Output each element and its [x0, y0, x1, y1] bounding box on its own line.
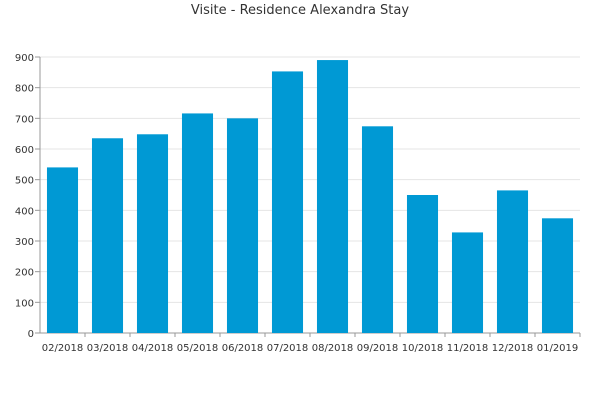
bar — [541, 218, 574, 333]
x-tick-label: 05/2018 — [177, 343, 219, 354]
y-tick-label: 400 — [15, 206, 34, 217]
x-tick-label: 10/2018 — [402, 343, 444, 354]
y-tick-label: 700 — [15, 114, 34, 125]
y-tick-label: 0 — [28, 329, 34, 340]
x-tick-label: 06/2018 — [222, 343, 264, 354]
y-tick-label: 900 — [15, 53, 34, 64]
bar — [496, 190, 529, 333]
bar — [316, 60, 349, 334]
bar — [91, 138, 124, 333]
y-tick-label: 100 — [15, 298, 34, 309]
y-tick-label: 600 — [15, 145, 34, 156]
x-tick-label: 11/2018 — [447, 343, 489, 354]
x-tick-label: 04/2018 — [132, 343, 174, 354]
bar — [271, 71, 304, 333]
y-tick-label: 500 — [15, 176, 34, 187]
y-tick-label: 300 — [15, 237, 34, 248]
bar — [361, 126, 394, 333]
bar — [451, 232, 484, 333]
x-tick-label: 07/2018 — [267, 343, 309, 354]
bar — [406, 195, 439, 333]
x-tick-label: 09/2018 — [357, 343, 399, 354]
x-tick-label: 03/2018 — [87, 343, 129, 354]
bar — [46, 167, 79, 333]
x-tick-label: 01/2019 — [537, 343, 579, 354]
bar — [136, 134, 169, 333]
bar — [181, 113, 214, 333]
y-tick-label: 200 — [15, 268, 34, 279]
x-tick-label: 02/2018 — [42, 343, 84, 354]
x-tick-label: 12/2018 — [492, 343, 534, 354]
y-tick-label: 800 — [15, 84, 34, 95]
x-tick-label: 08/2018 — [312, 343, 354, 354]
chart-title: Visite - Residence Alexandra Stay — [190, 3, 410, 18]
bar — [226, 118, 259, 333]
